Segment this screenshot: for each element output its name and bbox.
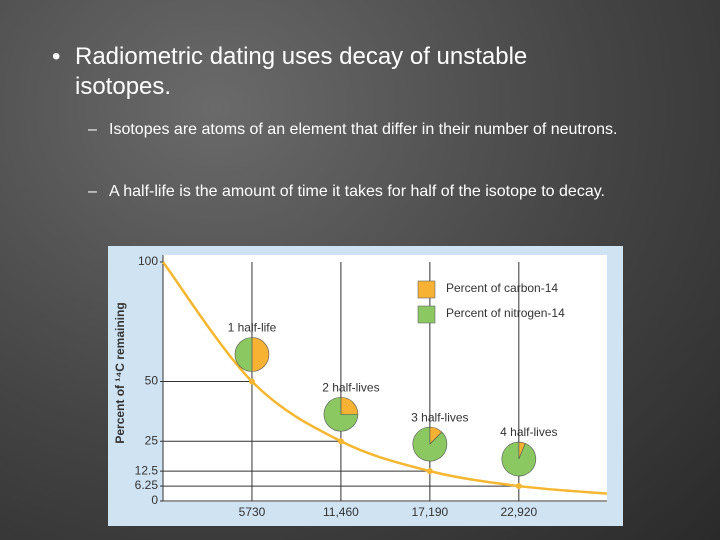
pie-label: 1 half-life [228, 321, 277, 335]
bullet-text: Radiometric dating uses decay of unstabl… [75, 43, 528, 100]
pie-slice [412, 426, 448, 462]
bullet-dot: • [52, 43, 61, 70]
pie-label: 3 half-lives [411, 410, 468, 424]
pie-label: 4 half-lives [500, 425, 557, 439]
curve-point [248, 378, 255, 385]
y-tick-label: 12.5 [135, 463, 159, 477]
pie-slice [501, 441, 537, 477]
y-axis-label: Percent of ¹⁴C remaining [113, 302, 127, 443]
curve-point [337, 438, 344, 445]
decay-curve [161, 261, 608, 495]
legend-swatch [417, 305, 436, 324]
sub-text: Isotopes are atoms of an element that di… [109, 121, 618, 138]
sub-dash: – [88, 121, 97, 138]
pie-slice [251, 337, 270, 372]
y-tick-label: 100 [138, 254, 158, 268]
x-tick-label: 5730 [239, 505, 266, 519]
y-tick-label: 0 [151, 493, 158, 507]
curve-point [426, 468, 433, 475]
pie-slice [234, 337, 253, 372]
x-tick-label: 22,920 [500, 505, 537, 519]
legend-label: Percent of carbon-14 [446, 281, 558, 295]
y-tick-label: 25 [145, 433, 159, 447]
sub-text: A half-life is the amount of time it tak… [109, 183, 605, 200]
y-tick-label: 50 [145, 374, 159, 388]
x-tick-label: 11,460 [323, 505, 359, 519]
sub-dash: – [88, 183, 97, 200]
legend-label: Percent of nitrogen-14 [446, 306, 565, 320]
y-tick-label: 6.25 [135, 478, 159, 492]
pie-label: 2 half-lives [322, 380, 379, 394]
pie-slice [323, 396, 359, 432]
x-tick-label: 17,190 [412, 505, 449, 519]
legend-swatch [417, 280, 436, 299]
curve-point [515, 483, 522, 490]
